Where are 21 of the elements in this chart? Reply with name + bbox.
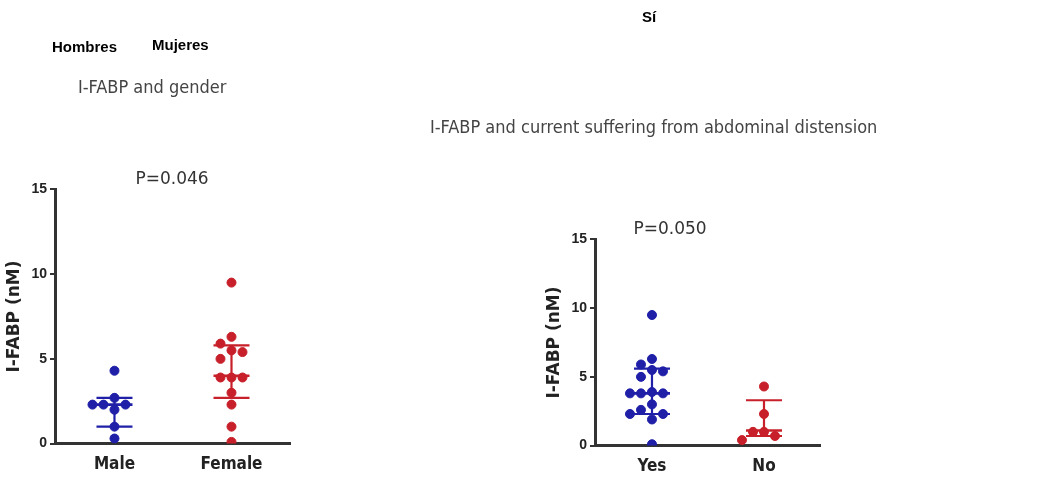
text: P=0.050: [633, 218, 707, 238]
x-tick-label: Female: [200, 453, 263, 474]
chart-title: I-FABP and gender: [78, 76, 227, 97]
y-tick-label: 5: [579, 367, 588, 384]
x-tick-label: Male: [93, 453, 136, 474]
y-tick-label: 0: [579, 436, 588, 453]
y-tick-label: 0: [39, 434, 48, 451]
y-tick-label: 15: [31, 180, 48, 197]
y-axis-title: I-FABP (nM): [542, 286, 563, 399]
x-tick-label: No: [752, 455, 776, 476]
y-tick-label: 10: [571, 298, 588, 315]
y-tick-label: 10: [31, 264, 48, 281]
x-tick-label: Yes: [636, 455, 667, 476]
text: Hombres: [52, 38, 118, 55]
y-tick-label: 15: [571, 230, 588, 247]
text: Mujeres: [152, 36, 209, 53]
text: Sí: [642, 8, 657, 25]
y-axis-title: I-FABP (nM): [2, 260, 23, 373]
y-tick-label: 5: [39, 349, 48, 366]
text: P=0.046: [135, 168, 209, 188]
chart-title: I-FABP and current suffering from abdominal distension: [430, 116, 878, 137]
